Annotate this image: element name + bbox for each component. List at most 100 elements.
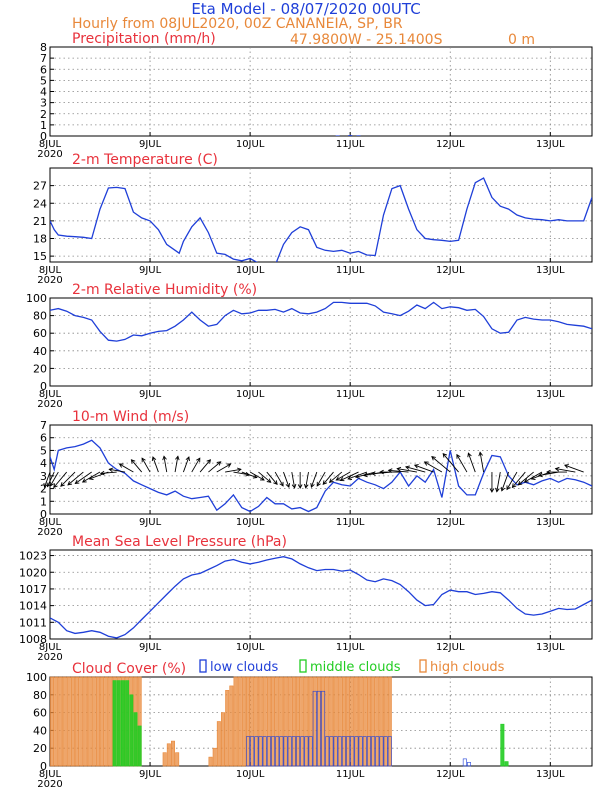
- wind-arrow-head: [316, 481, 321, 487]
- cloud-ytick-label: 0: [40, 760, 47, 773]
- wind-arrow: [322, 471, 334, 485]
- wind-arrow-head: [328, 478, 334, 483]
- high-cloud-bar: [333, 676, 338, 767]
- wind-arrow: [191, 457, 201, 473]
- wind-arrow: [46, 471, 55, 487]
- precip-ytick-label: 6: [40, 63, 47, 76]
- mslp-ytick-label: 1020: [19, 566, 47, 579]
- wind-arrow: [506, 471, 518, 490]
- low-cloud-bar: [383, 736, 388, 767]
- high-cloud-bar: [54, 676, 59, 767]
- rh-xtick-label: 11JUL: [336, 389, 365, 400]
- low-cloud-bar: [258, 736, 263, 767]
- wind-arrow: [60, 471, 76, 487]
- wind-arrow-head: [537, 472, 543, 478]
- wind-arrow-head: [467, 452, 472, 458]
- low-cloud-bar: [325, 736, 330, 767]
- wind-arrow: [555, 468, 576, 473]
- mslp-ytick-label: 1014: [19, 600, 47, 613]
- high-cloud-bar: [279, 676, 284, 767]
- legend-high-swatch: [419, 659, 427, 673]
- low-cloud-bar: [321, 690, 326, 767]
- wind-arrow-head: [118, 463, 124, 468]
- wind-arrow: [174, 456, 179, 473]
- wind-arrow: [388, 469, 409, 473]
- precip-ytick-label: 7: [40, 52, 47, 65]
- wind-arrow-head: [130, 459, 136, 464]
- cloud-xtick-label: 13JUL: [536, 769, 565, 780]
- wind-arrow-head: [236, 467, 242, 473]
- wind-arrow: [405, 466, 426, 473]
- middle-cloud-bar: [133, 712, 138, 767]
- precip-ytick-label: 2: [40, 108, 47, 121]
- wind-arrow-head: [335, 476, 341, 481]
- high-cloud-bar: [250, 676, 255, 767]
- high-cloud-bar: [241, 676, 246, 767]
- low-cloud-bar: [358, 736, 363, 767]
- low-cloud-bar: [296, 736, 301, 767]
- wind-arrow-head: [216, 461, 222, 466]
- temp-xtick-label: 9JUL: [139, 265, 162, 276]
- wind-arrow-head: [442, 452, 448, 458]
- wind-arrow-head: [546, 469, 551, 475]
- wind-arrow: [456, 454, 468, 473]
- page-title: Eta Model - 08/07/2020 00UTC: [191, 0, 420, 18]
- wind-arrow-head: [151, 456, 157, 462]
- rh-xtick-label: 9JUL: [139, 389, 162, 400]
- wind-xtick-sublabel: 2020: [37, 527, 62, 538]
- cloud-xtick-label: 8JUL: [39, 769, 62, 780]
- temp-ytick-label: 15: [33, 250, 47, 263]
- high-cloud-bar: [108, 676, 113, 767]
- wind-arrow: [53, 471, 68, 488]
- wind-arrow-head: [478, 451, 483, 457]
- wind-frame: [49, 424, 593, 515]
- wind-arrow: [305, 471, 309, 488]
- wind-arrow: [538, 471, 559, 476]
- high-cloud-bar: [371, 676, 376, 767]
- wind-arrow: [266, 471, 278, 485]
- legend-middle-swatch: [299, 659, 307, 673]
- rh-xtick-label: 13JUL: [536, 389, 565, 400]
- rh-xtick-label: 8JUL: [39, 389, 62, 400]
- high-cloud-bar: [212, 747, 217, 767]
- high-cloud-bar: [221, 712, 226, 767]
- low-cloud-bar: [379, 736, 384, 767]
- low-cloud-bar: [346, 736, 351, 767]
- middle-cloud-bar: [116, 680, 121, 767]
- low-cloud-bar: [354, 736, 359, 767]
- high-cloud-bar: [316, 676, 321, 767]
- wind-xtick-label: 11JUL: [336, 517, 365, 528]
- mslp-xtick-label: 11JUL: [336, 642, 365, 653]
- wind-arrow: [49, 471, 59, 487]
- legend-low-swatch: [199, 659, 207, 673]
- wind-arrow: [109, 468, 126, 473]
- low-cloud-bar: [254, 736, 259, 767]
- low-cloud-bar: [350, 736, 355, 767]
- high-cloud-bar: [83, 676, 88, 767]
- wind-arrow-head: [99, 470, 105, 476]
- wind-arrow: [442, 453, 459, 473]
- precip-ytick-label: 3: [40, 97, 47, 110]
- wind-arrow-head: [387, 468, 393, 473]
- wind-arrow-head: [339, 477, 345, 482]
- wind-arrow-head: [495, 487, 500, 493]
- rh-series-line: [50, 301, 592, 342]
- mslp-ytick-label: 1008: [19, 633, 47, 646]
- low-cloud-bar: [371, 736, 376, 767]
- cloud-ytick-label: 80: [33, 689, 47, 702]
- wind-arrow: [564, 464, 584, 473]
- wind-arrow-head: [379, 469, 384, 475]
- high-cloud-bar: [300, 676, 305, 767]
- high-cloud-bar: [308, 676, 313, 767]
- wind-arrow: [225, 468, 241, 473]
- wind-arrow-head: [252, 474, 258, 479]
- cloud-xtick-label: 11JUL: [336, 769, 365, 780]
- high-cloud-bar: [283, 676, 288, 767]
- wind-arrow-head: [404, 465, 410, 470]
- high-cloud-bar: [225, 690, 230, 767]
- cloud-ytick-label: 40: [33, 724, 47, 737]
- legend-middle-label: middle clouds: [310, 660, 401, 675]
- precip-xtick-label: 8JUL: [39, 139, 62, 150]
- wind-arrow-head: [81, 478, 87, 483]
